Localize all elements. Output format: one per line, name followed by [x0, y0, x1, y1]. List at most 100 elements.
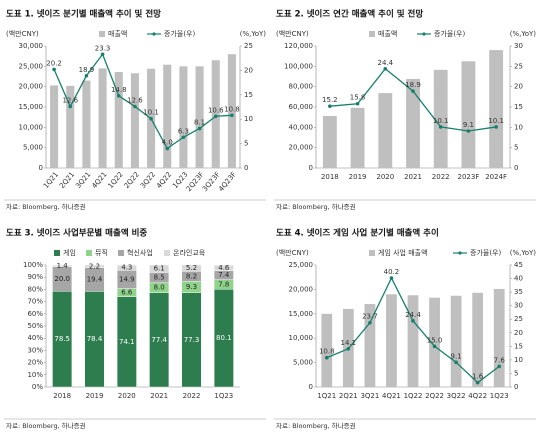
y2-tick-label: 30: [514, 302, 523, 310]
y-tick-label: 25,000: [19, 62, 44, 70]
marker: [346, 346, 351, 351]
x-tick-label: 3Q22: [139, 170, 157, 190]
marker: [149, 116, 153, 121]
data-label: 2.2: [89, 262, 100, 270]
data-label: 7.4: [218, 271, 230, 279]
marker: [497, 364, 502, 369]
line: [53, 52, 232, 150]
y-tick-label: 80,000: [289, 83, 314, 91]
legend-marker: [422, 32, 426, 36]
data-label: 1.4: [57, 262, 69, 270]
legend-label: 매출액: [108, 29, 127, 38]
bar: [378, 93, 393, 168]
y2-tick-label: 35: [514, 288, 523, 296]
bar: [50, 85, 59, 168]
data-label: 10.8: [319, 348, 335, 356]
data-label: 80.1: [216, 334, 232, 342]
x-tick-label: 1Q21: [317, 392, 336, 400]
x-tick-label: 2020: [376, 173, 394, 181]
y-tick-label: 10%: [27, 371, 43, 379]
data-label: 18.9: [79, 66, 95, 74]
bar: [321, 313, 333, 387]
legend-label: 혁신사업: [127, 248, 153, 257]
data-label: 15.0: [427, 336, 443, 344]
x-tick-label: 3Q21: [74, 170, 92, 190]
y2-tick-label: 10: [244, 115, 253, 123]
marker: [230, 113, 234, 118]
bar: [433, 69, 448, 168]
data-label: 4.3: [121, 264, 132, 272]
legend-label: 증가율(우): [434, 29, 465, 38]
legend-label: 온라인교육: [173, 248, 206, 257]
data-label: 9.1: [451, 352, 462, 360]
marker: [84, 73, 89, 78]
marker: [411, 319, 415, 323]
bar: [82, 80, 91, 168]
y2-tick-label: 10: [514, 356, 523, 364]
data-label: 6.6: [121, 289, 133, 297]
legend-swatch: [369, 250, 375, 256]
x-tick-label: 2Q21: [58, 170, 76, 190]
data-label: 10.1: [143, 109, 159, 117]
y-tick-label: 0: [39, 164, 43, 172]
source: 자료: Bloomberg, 하나증권: [6, 421, 86, 430]
x-tick-label: 2018: [321, 173, 339, 181]
y-tick-label: 100,000: [284, 62, 313, 70]
y-axis-label: (백만CNY): [276, 248, 309, 257]
bar: [227, 54, 236, 169]
legend-swatch: [99, 31, 105, 37]
marker: [368, 320, 372, 325]
data-label: 8.2: [186, 272, 197, 280]
data-label: 7.6: [494, 356, 506, 364]
data-label: 12.6: [62, 97, 78, 105]
y2-tick-label: 20: [244, 66, 253, 74]
data-label: 14.1: [341, 339, 357, 347]
bar: [322, 115, 337, 168]
marker: [100, 52, 105, 57]
bar: [350, 107, 365, 168]
legend-label: 증가율(우): [470, 248, 501, 257]
x-tick-label: 3Q21: [360, 392, 379, 400]
data-label: 78.5: [54, 335, 70, 343]
marker: [324, 355, 329, 360]
y2-axis-label: (%,YoY): [510, 30, 537, 38]
x-tick-label: 4Q22: [155, 170, 173, 190]
marker: [438, 125, 443, 129]
legend-swatch: [54, 250, 60, 256]
data-label: 15.8: [350, 94, 366, 102]
bar: [461, 61, 476, 168]
x-tick-label: 1Q21: [42, 170, 60, 190]
y-tick-label: 0: [309, 383, 313, 391]
bar-segment: [52, 264, 73, 268]
y-tick-label: 60%: [27, 310, 43, 318]
x-tick-label: 2Q21: [339, 392, 358, 400]
bar: [406, 78, 420, 168]
x-tick-label: 1Q23: [490, 392, 509, 400]
data-label: 78.4: [87, 335, 103, 343]
source: 자료: Bloomberg, 하나증권: [276, 202, 356, 211]
data-label: 18.9: [405, 81, 421, 89]
y-tick-label: 100%: [23, 261, 43, 269]
data-label: 10.1: [488, 117, 504, 125]
data-label: 77.4: [151, 336, 167, 344]
legend-label: 게임 사업 매출액: [378, 248, 428, 257]
data-label: 20.0: [54, 275, 70, 283]
marker: [133, 104, 137, 109]
data-label: 10.6: [208, 106, 224, 114]
x-tick-label: 2024F: [485, 173, 507, 181]
y2-tick-label: 5: [514, 144, 518, 152]
bar: [472, 292, 484, 387]
bar-segment: [84, 264, 105, 268]
y2-tick-label: 15: [514, 103, 523, 111]
chart-title: 도표 4. 넷이즈 게임 사업 분기별 매출액 추이: [276, 228, 439, 239]
data-label: 4.0: [162, 138, 173, 146]
data-label: 24.4: [377, 59, 393, 67]
marker: [411, 89, 415, 93]
bar: [493, 288, 505, 387]
chart-title: 도표 2. 넷이즈 연간 매출액 추이 및 전망: [276, 9, 423, 20]
x-tick-label: 2022: [432, 173, 450, 181]
source: 자료: Bloomberg, 하나증권: [276, 421, 356, 430]
data-label: 20.2: [46, 59, 62, 67]
data-label: 8.0: [154, 284, 165, 292]
